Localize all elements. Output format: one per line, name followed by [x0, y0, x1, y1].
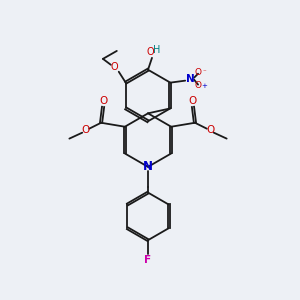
Text: O: O: [99, 96, 107, 106]
Text: O: O: [81, 125, 89, 135]
Text: O: O: [207, 125, 215, 135]
Text: +: +: [201, 82, 207, 88]
Text: O: O: [189, 96, 197, 106]
Text: O: O: [195, 68, 202, 77]
Text: O: O: [146, 47, 154, 57]
Text: O: O: [110, 62, 118, 72]
Text: ⁻: ⁻: [202, 70, 206, 76]
Text: N: N: [143, 160, 153, 173]
Text: N: N: [186, 74, 194, 84]
Text: H: H: [153, 45, 161, 55]
Text: O: O: [195, 81, 202, 90]
Text: F: F: [145, 255, 152, 265]
